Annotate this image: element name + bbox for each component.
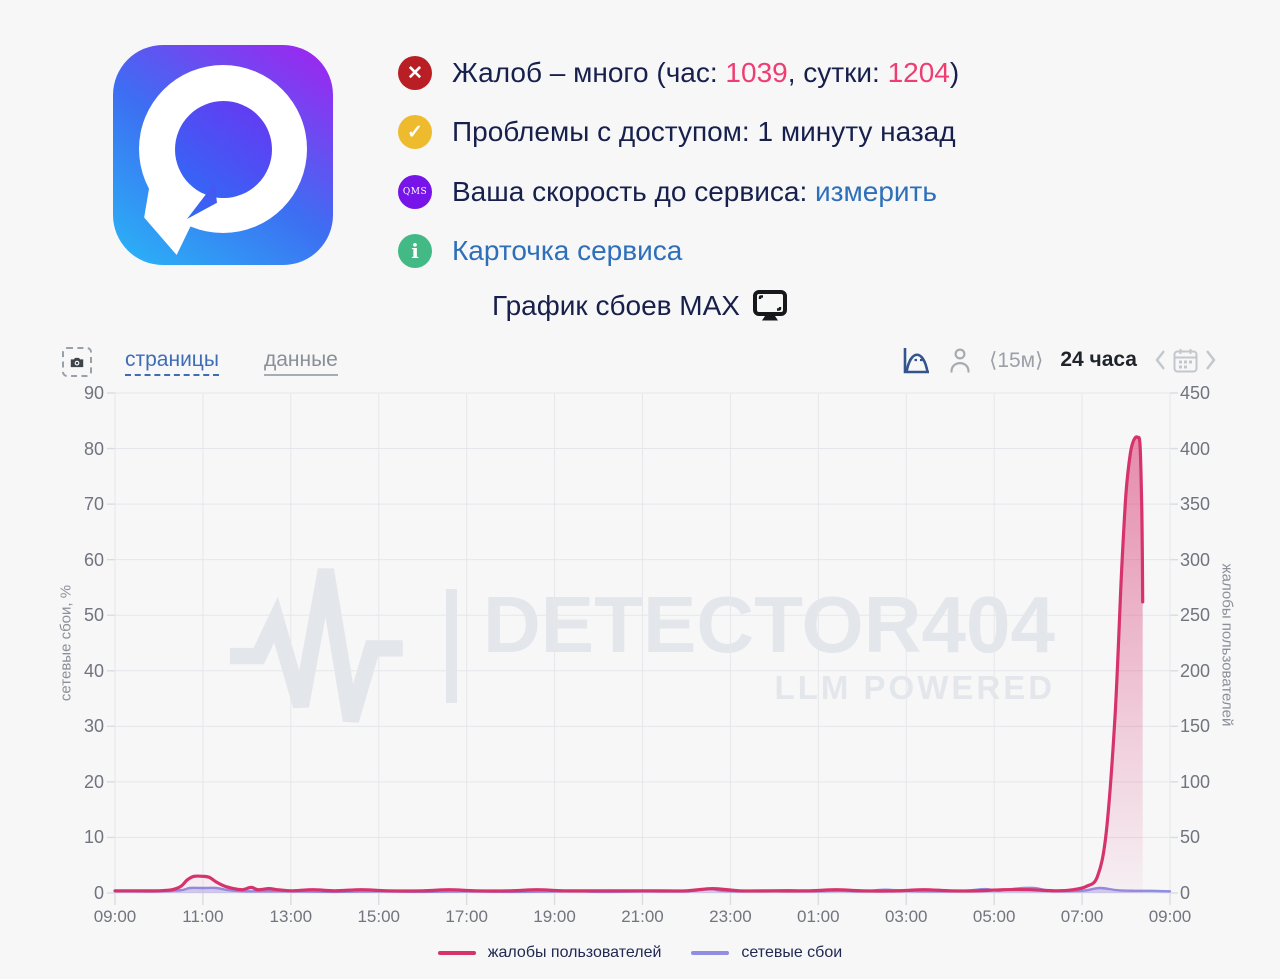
right-axis-tick: 200 — [1180, 660, 1211, 681]
status-row-speed: QMS Ваша скорость до сервиса: измерить — [398, 172, 937, 212]
chart-toolbar-left: страницы данные — [62, 347, 338, 377]
x-axis-tick: 05:00 — [972, 907, 1016, 926]
right-axis-title: жалобы пользователей — [1218, 563, 1236, 727]
x-axis-tick: 11:00 — [182, 907, 224, 926]
chart-title-text: График сбоев MAX — [492, 290, 740, 321]
right-axis-tick-labels: 450 400 350 300 250 200 150 100 50 0 — [1180, 0, 1250, 979]
complaints-day-value: 1204 — [887, 57, 950, 88]
left-axis-tick: 60 — [83, 549, 104, 570]
range-24h-label[interactable]: 24 часа — [1060, 348, 1137, 371]
check-glyph: ✓ — [407, 121, 423, 143]
chart-title: График сбоев MAX — [0, 290, 1280, 322]
speech-bubble-inner — [175, 101, 272, 198]
left-axis-tick: 50 — [83, 605, 104, 626]
legend-item-network[interactable]: сетевые сбои — [691, 944, 842, 962]
network-legend-label: сетевые сбои — [741, 944, 843, 961]
left-axis-tick: 40 — [83, 660, 104, 681]
complaints-text-pre: Жалоб – много (час: — [452, 57, 726, 88]
speed-status-text: Ваша скорость до сервиса: измерить — [452, 176, 937, 208]
access-status-text: Проблемы с доступом: 1 минуту назад — [452, 116, 956, 147]
x-axis-tick: 21:00 — [621, 907, 664, 926]
right-axis-tick: 150 — [1180, 716, 1211, 737]
complaints-text-post: ) — [949, 57, 960, 88]
complaints-line-swatch — [437, 951, 476, 955]
failures-chart-plot — [107, 392, 1178, 905]
x-axis-tick: 19:00 — [533, 907, 576, 926]
calendar-navigation — [1154, 347, 1217, 374]
person-icon[interactable] — [948, 347, 972, 374]
right-axis-tick: 350 — [1180, 494, 1211, 515]
left-axis-tick: 10 — [83, 827, 104, 848]
left-axis-tick: 80 — [83, 438, 104, 459]
left-axis-tick: 90 — [83, 383, 104, 403]
status-row-complaints: ✕ Жалоб – много (час: 1039, сутки: 1204) — [398, 53, 959, 93]
x-axis-tick: 09:00 — [1148, 907, 1192, 926]
camera-glyph — [70, 357, 84, 367]
left-axis-tick: 30 — [83, 716, 104, 737]
complaints-hour-value: 1039 — [725, 57, 788, 88]
right-axis-tick: 50 — [1180, 827, 1201, 848]
qms-glyph: QMS — [402, 187, 428, 197]
right-axis-tick: 450 — [1180, 383, 1211, 403]
chart-toolbar-right: ⟨15м⟩ 24 часа — [901, 345, 1217, 375]
network-line-swatch — [691, 951, 730, 955]
status-row-card: i Карточка сервиса — [398, 231, 682, 271]
calendar-icon[interactable] — [1172, 347, 1199, 374]
right-axis-tick: 300 — [1180, 549, 1211, 570]
x-axis-tick: 15:00 — [357, 907, 401, 926]
speed-text: Ваша скорость до сервиса: — [452, 176, 816, 207]
status-row-access: ✓ Проблемы с доступом: 1 минуту назад — [398, 112, 956, 152]
error-cross-glyph: ✕ — [407, 62, 423, 84]
x-axis-tick: 09:00 — [93, 907, 137, 926]
legend-item-complaints[interactable]: жалобы пользователей — [437, 944, 662, 962]
right-axis-tick: 0 — [1180, 883, 1191, 903]
data-link[interactable]: данные — [263, 348, 338, 376]
complaints-legend-label: жалобы пользователей — [487, 944, 662, 961]
card-status-text: Карточка сервиса — [452, 235, 682, 267]
camera-icon[interactable] — [62, 347, 92, 377]
left-axis-tick: 70 — [83, 494, 104, 515]
service-card-link[interactable]: Карточка сервиса — [452, 235, 683, 266]
x-axis-tick: 13:00 — [269, 907, 313, 926]
right-axis-tick: 400 — [1180, 438, 1211, 459]
x-axis-tick: 01:00 — [797, 907, 840, 926]
x-axis-tick: 03:00 — [884, 907, 928, 926]
info-glyph: i — [411, 239, 419, 263]
info-icon: i — [398, 234, 432, 268]
check-icon: ✓ — [398, 115, 432, 149]
left-axis-tick-labels: 90 80 70 60 50 40 30 20 10 0 — [0, 0, 104, 979]
max-app-icon — [113, 45, 333, 265]
chevron-left-icon[interactable] — [1154, 348, 1167, 372]
complaints-text-mid: , сутки: — [787, 57, 888, 88]
complaints-status-text: Жалоб – много (час: 1039, сутки: 1204) — [452, 57, 959, 89]
qms-badge-icon: QMS — [398, 175, 432, 209]
x-axis-tick: 07:00 — [1060, 907, 1104, 926]
error-cross-icon: ✕ — [398, 56, 432, 90]
chart-legend: жалобы пользователей сетевые сбои — [0, 944, 1280, 962]
left-axis-title: сетевые сбои, % — [57, 584, 75, 702]
chevron-right-icon[interactable] — [1204, 348, 1217, 372]
interval-15m-button[interactable]: ⟨15м⟩ — [989, 348, 1044, 372]
monitor-icon — [752, 290, 787, 321]
x-axis-tick: 17:00 — [445, 907, 488, 926]
pages-link[interactable]: страницы — [125, 348, 219, 376]
measure-speed-link[interactable]: измерить — [815, 176, 937, 207]
right-axis-tick: 250 — [1180, 605, 1211, 626]
right-axis-tick: 100 — [1180, 771, 1211, 792]
left-axis-tick: 0 — [93, 883, 104, 903]
distribution-curve-icon[interactable] — [901, 345, 931, 375]
left-axis-tick: 20 — [83, 771, 104, 792]
x-axis-tick: 23:00 — [709, 907, 752, 926]
